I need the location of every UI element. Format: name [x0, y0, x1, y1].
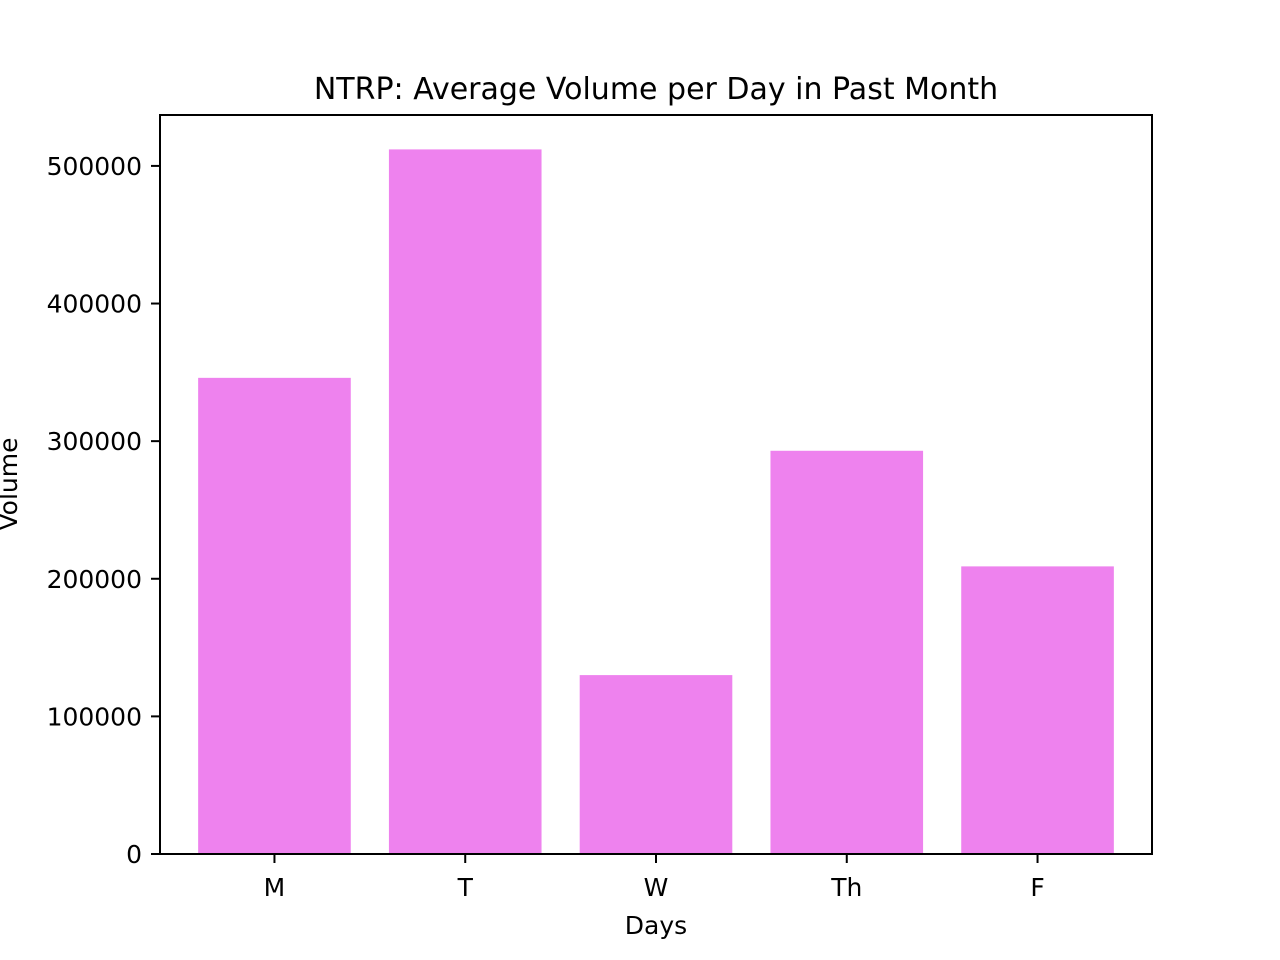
chart-title: NTRP: Average Volume per Day in Past Mon…: [314, 72, 998, 107]
x-tick-label: T: [457, 873, 474, 902]
bar-m: [198, 377, 351, 854]
x-tick-label: Th: [830, 873, 862, 902]
x-axis-label: Days: [625, 911, 687, 940]
y-axis-label: Volume: [0, 438, 23, 531]
y-tick-label: 0: [126, 840, 142, 869]
bar-w: [579, 675, 733, 854]
x-axis-ticks: M T W Th F: [264, 854, 1045, 902]
y-tick-label: 400000: [47, 290, 142, 319]
plot-frame: [159, 114, 1153, 855]
y-tick-label: 300000: [47, 427, 142, 456]
x-tick-label: M: [264, 873, 286, 902]
y-tick-label: 500000: [47, 152, 142, 181]
y-tick-label: 200000: [47, 565, 142, 594]
x-tick-label: W: [644, 873, 669, 902]
bar-f: [961, 566, 1114, 854]
bars-group: [198, 149, 1114, 854]
y-axis-ticks: 0 100000 200000 300000 400000 500000: [47, 152, 160, 869]
bar-t: [388, 149, 542, 854]
y-tick-label: 100000: [47, 702, 142, 731]
x-tick-label: F: [1030, 873, 1044, 902]
bar-th: [770, 450, 924, 854]
